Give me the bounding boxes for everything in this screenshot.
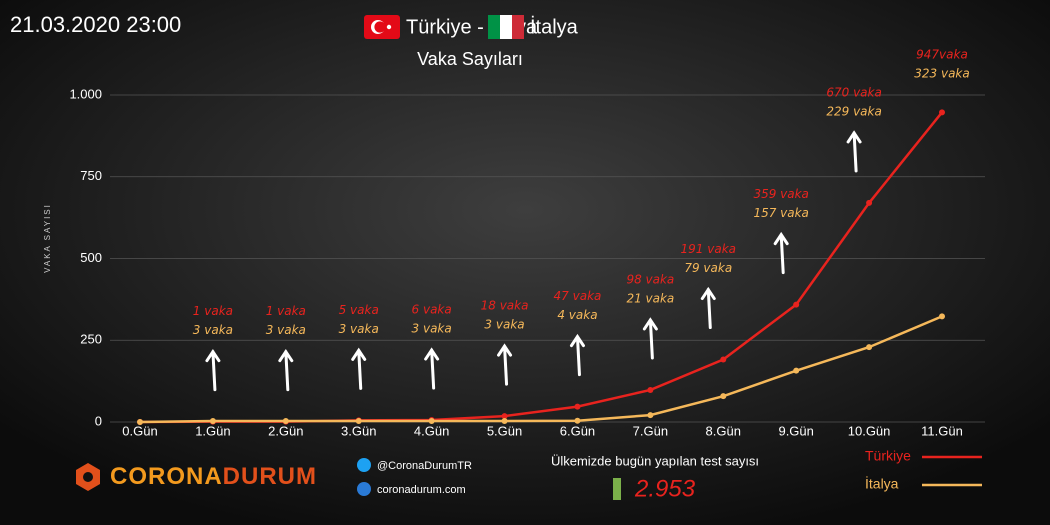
value-label: 3 vaka: [484, 318, 524, 332]
x-tick-label: 5.Gün: [487, 423, 522, 438]
chart-title-suffix: İtalya: [530, 15, 579, 38]
web-icon: [357, 482, 371, 496]
y-tick-label: 750: [80, 168, 102, 183]
data-point: [647, 386, 654, 393]
data-point: [209, 418, 216, 425]
value-label: 359 vaka: [753, 187, 808, 201]
y-tick-label: 500: [80, 250, 102, 265]
arrow: [351, 347, 367, 390]
brand-second: DURUM: [223, 463, 317, 490]
data-point: [355, 418, 362, 425]
data-point: [574, 403, 581, 410]
legend-label: İtalya: [865, 475, 899, 492]
x-tick-label: 3.Gün: [341, 423, 376, 438]
value-label: 3 vaka: [193, 323, 233, 337]
arrow: [278, 348, 294, 392]
value-label: 98 vaka: [626, 272, 674, 286]
x-tick-label: 11.Gün: [921, 423, 963, 438]
y-tick-label: 1.000: [69, 86, 102, 101]
x-tick-label: 10.Gün: [848, 423, 891, 438]
flag-it: [488, 15, 524, 39]
value-label: 1 vaka: [266, 304, 306, 318]
value-label: 3 vaka: [339, 322, 379, 336]
test-count: 2.953: [634, 475, 696, 502]
value-label: 1 vaka: [193, 304, 233, 318]
value-label: 670 vaka: [826, 85, 881, 99]
data-point: [501, 418, 508, 425]
data-point: [647, 412, 654, 419]
website: coronadurum.com: [377, 484, 466, 496]
brand-first: CORONA: [110, 463, 223, 490]
x-tick-label: 4.Gün: [414, 423, 449, 438]
data-point: [793, 367, 800, 374]
x-tick-label: 6.Gün: [560, 423, 595, 438]
brand: CORONADURUM: [110, 463, 317, 490]
y-tick-label: 250: [80, 332, 102, 347]
arrow: [497, 343, 513, 386]
chart-subtitle: Vaka Sayıları: [417, 49, 523, 69]
value-label: 6 vaka: [412, 303, 452, 317]
data-point: [866, 199, 873, 206]
data-point: [939, 313, 945, 320]
arrow: [846, 130, 862, 173]
arrow: [569, 333, 585, 377]
value-label: 947vaka: [916, 48, 968, 62]
x-tick-label: 0.Gün: [122, 423, 157, 438]
value-label: 229 vaka: [826, 104, 881, 118]
value-label: 21 vaka: [626, 291, 674, 305]
flag-tr: [364, 15, 400, 39]
test-caption: Ülkemizde bugün yapılan test sayısı: [551, 453, 759, 468]
timestamp: 21.03.2020 23:00: [10, 12, 181, 37]
data-point: [137, 419, 143, 425]
arrow: [773, 231, 789, 275]
value-label: 157 vaka: [753, 206, 808, 220]
value-label: 3 vaka: [266, 323, 306, 337]
value-label: 79 vaka: [684, 261, 732, 275]
plot: 0 250 500 750 1.000 0.Gün 1.Gün 2.Gün 3.Gün 4.Gün…: [69, 48, 985, 492]
data-point: [720, 356, 727, 363]
arrow: [642, 317, 658, 360]
value-label: 323 vaka: [914, 67, 969, 81]
series-line: [139, 315, 943, 424]
y-tick-label: 0: [95, 413, 102, 428]
data-point: [720, 393, 727, 400]
footer: CORONADURUM @CoronaDurumTR coronadurum.c…: [76, 453, 759, 502]
value-label: 3 vaka: [412, 322, 452, 336]
data-point: [574, 417, 581, 424]
data-point: [282, 418, 289, 425]
data-point: [793, 301, 800, 308]
value-label: 4 vaka: [557, 308, 597, 322]
data-point: [866, 344, 873, 351]
arrow: [700, 286, 716, 330]
data-point: [428, 418, 435, 425]
arrow: [205, 348, 221, 392]
x-tick-label: 8.Gün: [706, 423, 741, 438]
x-tick-label: 7.Gün: [633, 423, 668, 438]
x-tick-label: 9.Gün: [778, 423, 813, 438]
x-tick-label: 2.Gün: [268, 423, 303, 438]
data-point: [939, 109, 945, 116]
value-label: 47 vaka: [554, 289, 602, 303]
x-tick-label: 1.Gün: [195, 423, 230, 438]
value-label: 191 vaka: [681, 242, 736, 256]
logo-icon-core: [83, 472, 93, 482]
arrow: [424, 347, 440, 390]
value-label: 5 vaka: [339, 303, 379, 317]
legend-label: Türkiye: [865, 448, 911, 464]
twitter: @CoronaDurumTR: [377, 460, 472, 472]
data-point: [501, 413, 508, 420]
y-axis-label: VAKA SAYISI: [43, 203, 52, 273]
value-label: 18 vaka: [481, 299, 529, 313]
microscope-icon: [613, 478, 621, 500]
twitter-icon: [357, 458, 371, 472]
